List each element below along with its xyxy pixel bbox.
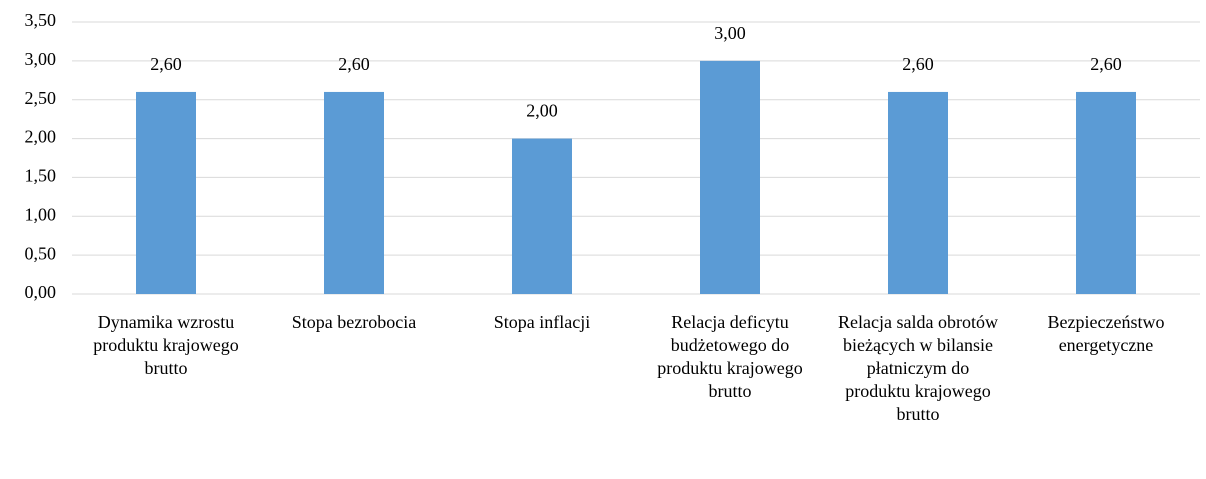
bar — [512, 138, 572, 294]
bar — [700, 60, 760, 294]
y-tick-label: 0,50 — [25, 243, 57, 263]
y-tick-label: 3,00 — [25, 49, 57, 69]
value-label: 2,60 — [902, 54, 934, 74]
value-label: 2,60 — [150, 54, 182, 74]
x-tick-label: Relacja salda obrotów bieżących w bilansi… — [838, 312, 998, 424]
y-tick-label: 0,00 — [25, 282, 57, 302]
bar — [324, 91, 384, 294]
y-tick-label: 3,50 — [25, 10, 57, 30]
y-tick-label: 2,50 — [25, 88, 57, 108]
x-tick-label: Dynamika wzrostu produktu krajowego brutto — [93, 312, 238, 378]
bar — [1076, 91, 1136, 294]
y-tick-label: 2,00 — [25, 127, 57, 147]
bar — [888, 91, 948, 294]
value-label: 2,60 — [338, 54, 370, 74]
x-tick-label: Stopa inflacji — [494, 312, 590, 332]
y-tick-label: 1,00 — [25, 204, 57, 224]
bar — [136, 91, 196, 294]
x-tick-label: Bezpieczeństwo energetyczne — [1048, 312, 1165, 355]
value-label: 2,00 — [526, 101, 558, 121]
value-label: 2,60 — [1090, 54, 1122, 74]
x-tick-label: Relacja deficytu budżetowego do produktu k… — [657, 312, 802, 401]
y-tick-label: 1,50 — [25, 166, 57, 186]
x-tick-label: Stopa bezrobocia — [292, 312, 416, 332]
value-label: 3,00 — [714, 23, 746, 43]
